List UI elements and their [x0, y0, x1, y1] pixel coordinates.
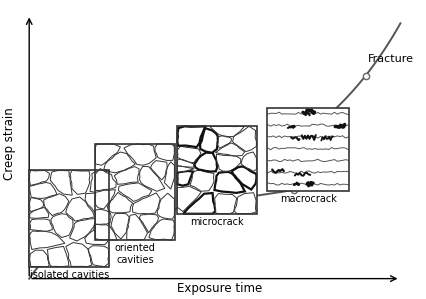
Polygon shape: [30, 231, 65, 249]
Text: oriented
cavities: oriented cavities: [115, 243, 155, 265]
Polygon shape: [44, 194, 69, 216]
Polygon shape: [183, 193, 216, 214]
Polygon shape: [177, 126, 205, 147]
Text: Exposure time: Exposure time: [177, 282, 262, 295]
Polygon shape: [177, 171, 193, 186]
Polygon shape: [140, 167, 165, 191]
Polygon shape: [216, 143, 245, 156]
Bar: [177, 126, 257, 214]
Polygon shape: [30, 208, 49, 218]
Polygon shape: [107, 193, 132, 213]
Polygon shape: [200, 128, 218, 153]
Polygon shape: [127, 214, 147, 240]
Polygon shape: [30, 170, 49, 185]
Polygon shape: [47, 246, 69, 267]
Polygon shape: [216, 154, 241, 171]
Bar: [267, 109, 349, 190]
Bar: [29, 170, 109, 267]
Polygon shape: [210, 126, 245, 137]
Polygon shape: [124, 144, 156, 165]
Polygon shape: [177, 186, 201, 211]
Polygon shape: [139, 214, 158, 233]
Polygon shape: [214, 172, 245, 193]
Polygon shape: [69, 219, 97, 241]
Polygon shape: [95, 144, 121, 165]
Polygon shape: [85, 231, 109, 245]
Polygon shape: [132, 193, 160, 214]
Polygon shape: [90, 171, 109, 193]
Polygon shape: [190, 170, 214, 191]
Bar: [177, 126, 257, 214]
Polygon shape: [215, 194, 237, 214]
Polygon shape: [149, 219, 174, 240]
Polygon shape: [95, 225, 117, 240]
Polygon shape: [233, 126, 256, 152]
Polygon shape: [150, 161, 167, 180]
Polygon shape: [194, 152, 217, 172]
Polygon shape: [30, 219, 52, 231]
Polygon shape: [177, 146, 201, 163]
Text: Creep strain: Creep strain: [3, 107, 17, 180]
Polygon shape: [66, 242, 92, 267]
Text: isolated cavities: isolated cavities: [29, 270, 109, 280]
Polygon shape: [85, 193, 109, 217]
Polygon shape: [95, 190, 115, 209]
Bar: [29, 170, 109, 267]
Polygon shape: [111, 213, 129, 239]
Text: microcrack: microcrack: [190, 217, 244, 227]
Polygon shape: [118, 183, 152, 202]
Polygon shape: [241, 152, 256, 171]
Bar: [95, 144, 175, 240]
Polygon shape: [114, 167, 139, 184]
Polygon shape: [164, 162, 174, 189]
Polygon shape: [235, 193, 256, 214]
Polygon shape: [88, 246, 109, 267]
Polygon shape: [155, 144, 174, 161]
Polygon shape: [177, 159, 194, 167]
Polygon shape: [30, 198, 44, 212]
Polygon shape: [50, 170, 72, 195]
Text: macrocrack: macrocrack: [280, 193, 337, 204]
Bar: [95, 144, 175, 240]
Polygon shape: [177, 166, 194, 172]
Polygon shape: [30, 250, 49, 267]
Polygon shape: [104, 152, 135, 173]
Bar: [267, 109, 349, 190]
Polygon shape: [30, 182, 57, 199]
Polygon shape: [66, 197, 95, 221]
Polygon shape: [232, 167, 256, 190]
Text: Fracture: Fracture: [368, 54, 414, 64]
Polygon shape: [95, 169, 116, 190]
Polygon shape: [218, 136, 231, 148]
Polygon shape: [95, 209, 111, 224]
Polygon shape: [70, 170, 90, 194]
Polygon shape: [51, 214, 73, 237]
Polygon shape: [94, 218, 109, 234]
Polygon shape: [157, 193, 174, 219]
